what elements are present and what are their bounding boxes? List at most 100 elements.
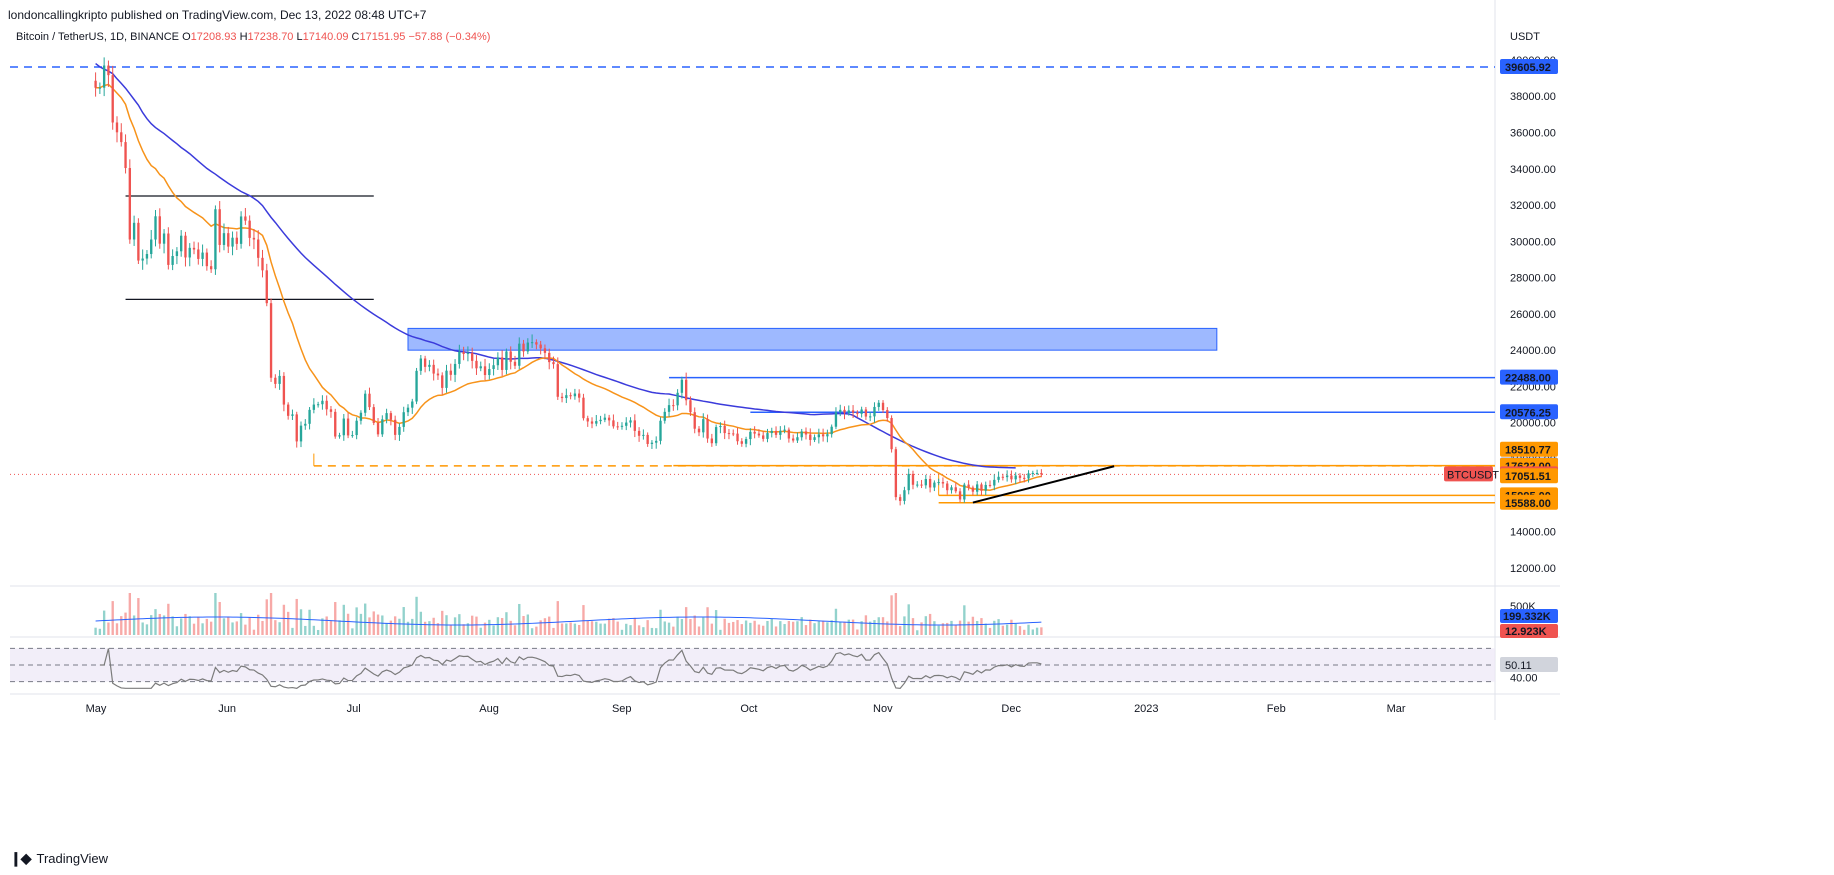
y-tick-label: 20000.00 (1510, 418, 1556, 430)
candle-body (933, 482, 936, 488)
volume-bar (175, 626, 179, 635)
candle-body (548, 352, 551, 363)
candle-body (282, 375, 286, 405)
volume-bar (804, 625, 808, 635)
candle-body (406, 407, 410, 413)
candle-body (248, 220, 251, 238)
candle-body (415, 370, 418, 402)
volume-bar (821, 620, 825, 635)
candle-body (539, 344, 542, 349)
price-tag-label: 20576.25 (1505, 407, 1551, 419)
candle-body (265, 270, 268, 304)
volume-bar (710, 623, 714, 635)
candle-body (158, 216, 161, 244)
candle-body (411, 401, 414, 408)
ema-fast-line (95, 83, 1042, 491)
price-tag-bg (1500, 59, 1558, 75)
candle-body (543, 348, 547, 353)
volume-bar (102, 610, 106, 635)
candle-body (338, 435, 341, 437)
candle-body (445, 370, 448, 388)
volume-bar (980, 618, 983, 635)
candle-body (826, 434, 829, 437)
publish-header: londoncallingkripto published on Trading… (8, 8, 427, 22)
candle-body (625, 422, 628, 426)
candle-body (295, 414, 298, 442)
volume-bar (120, 616, 123, 635)
volume-bar (552, 627, 555, 635)
volume-bar (492, 625, 495, 635)
price-tag-bg (1500, 494, 1558, 510)
candle-body (779, 430, 782, 435)
y-tick-label: 36000.00 (1510, 127, 1556, 139)
candle-body (1031, 472, 1034, 474)
candle-body (860, 409, 863, 414)
volume-bar (145, 624, 149, 635)
symbol-legend-part: 17151.95 (360, 31, 409, 43)
volume-bar (560, 623, 564, 635)
candle-body (466, 353, 470, 355)
volume-bar (526, 614, 530, 635)
volume-bar (839, 622, 842, 635)
volume-bar (539, 620, 542, 635)
volume-bar (637, 625, 641, 635)
candle-body (582, 397, 585, 419)
candle-body (791, 438, 795, 441)
rsi-line (99, 648, 1042, 689)
volume-bar (937, 625, 940, 635)
y-tick-label: 28000.00 (1510, 273, 1556, 285)
volume-bar (376, 614, 380, 635)
candle-body (911, 473, 915, 485)
candle-body (436, 373, 440, 376)
candle-body (847, 410, 850, 413)
x-tick-label: Aug (479, 703, 499, 715)
volume-bar (98, 628, 102, 635)
candle-body (171, 256, 174, 265)
volume-bar (158, 613, 161, 635)
candle-body (620, 425, 624, 427)
candle-body (132, 222, 136, 240)
candle-body (873, 406, 876, 417)
price-tag: 22488.00 (1500, 369, 1558, 385)
candle-body (663, 411, 666, 421)
volume-bar (278, 622, 281, 635)
candle-body (616, 426, 619, 428)
volume-bar (950, 620, 953, 635)
volume-bar (462, 624, 465, 635)
candle-body (710, 438, 714, 444)
y-tick-label: 26000.00 (1510, 309, 1556, 321)
volume-bar (500, 618, 504, 635)
candle-body (441, 375, 444, 388)
volume-bar (137, 598, 140, 635)
candle-body (898, 497, 902, 501)
candle-body (167, 233, 170, 265)
volume-bar (800, 617, 803, 635)
volume-bar (697, 626, 701, 635)
tradingview-logo[interactable]: ❙◆ TradingView (10, 850, 108, 867)
candle-body (920, 484, 923, 486)
symbol-legend-part: O (182, 31, 191, 43)
volume-bar (907, 604, 910, 635)
volume-bar (295, 598, 298, 635)
candle-body (839, 409, 842, 413)
candle-body (286, 404, 290, 416)
volume-bar (265, 599, 268, 635)
candle-body (197, 249, 200, 259)
candle-body (637, 430, 641, 436)
volume-bar (316, 629, 320, 635)
y-tick-label: 34000.00 (1510, 164, 1556, 176)
candle-body (744, 439, 748, 444)
volume-bar (723, 618, 726, 635)
y-tick-label: 38000.00 (1510, 91, 1556, 103)
currency-label: USDT (1510, 31, 1540, 43)
volume-bar (334, 602, 337, 635)
candle-body (556, 364, 559, 397)
volume-bar (672, 626, 675, 635)
volume-bar (783, 624, 786, 635)
candle-body (1001, 476, 1005, 478)
symbol-legend-part: 17208.93 (191, 31, 240, 43)
candle-body (565, 395, 568, 399)
tradingview-brand-text: TradingView (36, 851, 109, 866)
candle-body (141, 258, 144, 261)
